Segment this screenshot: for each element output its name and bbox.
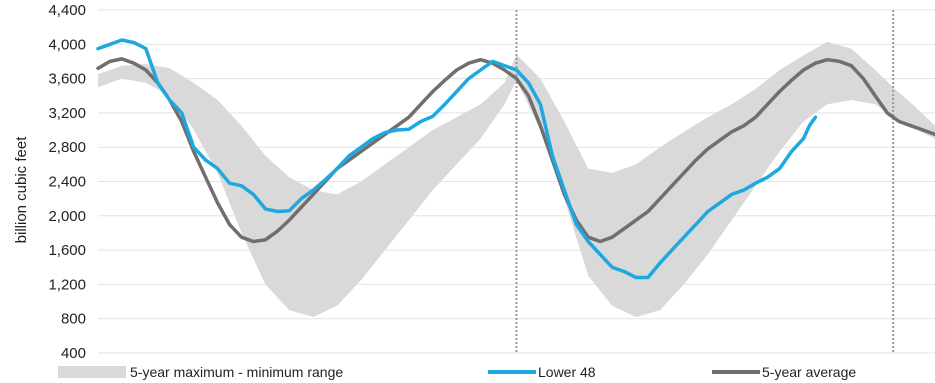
- y-tick-label: 800: [61, 311, 86, 328]
- series-line-lower-48: [96, 38, 818, 280]
- y-axis-title: billion cubic feet: [13, 136, 30, 244]
- range-band: [98, 41, 935, 317]
- y-tick-label: 2,400: [48, 174, 86, 191]
- y-tick-label: 3,200: [48, 105, 86, 122]
- y-tick-label: 4,400: [48, 2, 86, 19]
- legend-swatch-band: [58, 366, 126, 378]
- legend-label: 5-year average: [762, 364, 856, 380]
- legend-label: Lower 48: [538, 364, 596, 380]
- vertical-markers: [515, 10, 895, 353]
- series-lines: [96, 38, 935, 280]
- y-tick-label: 1,600: [48, 242, 86, 259]
- y-tick-label: 2,800: [48, 139, 86, 156]
- y-tick-labels: 400 800 1,200 1,600 2,000 2,400 2,800 3,200 3,60…: [48, 2, 86, 362]
- y-tick-label: 1,200: [48, 276, 86, 293]
- y-tick-label: 3,600: [48, 71, 86, 88]
- y-tick-label: 2,000: [48, 208, 86, 225]
- legend-label: 5-year maximum - minimum range: [130, 364, 343, 380]
- y-tick-label: 400: [61, 345, 86, 362]
- legend: 5-year maximum - minimum range Lower 48 5-…: [58, 364, 856, 380]
- y-tick-label: 4,000: [48, 36, 86, 53]
- range-band-layer: [98, 41, 935, 317]
- series-line-5-year-average: [96, 57, 935, 244]
